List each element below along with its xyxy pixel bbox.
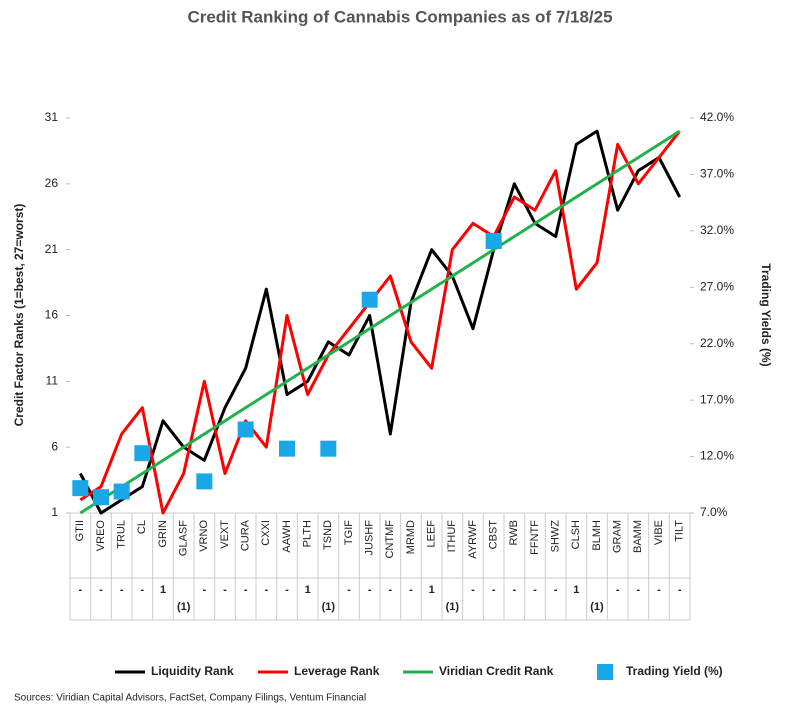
- x-tick-label: CLSH: [570, 520, 582, 549]
- x-tick-label: RWB: [508, 520, 520, 545]
- x-tick-label: PLTH: [302, 520, 314, 547]
- x-tick-label: GRAM: [612, 520, 624, 553]
- y-tick-label: 16: [45, 308, 59, 322]
- series-line: [79, 129, 681, 515]
- y-axis-title: Credit Factor Ranks (1=best, 27=worst): [12, 204, 26, 427]
- rank-change: -: [285, 584, 289, 596]
- series-line: [79, 130, 681, 515]
- x-tick-label: BAMM: [632, 520, 644, 553]
- rank-change: -: [657, 584, 661, 596]
- rank-change: (1): [446, 601, 460, 613]
- x-tick-label: AYRWF: [467, 520, 479, 559]
- x-tick-label: CXXI: [260, 520, 272, 546]
- x-tick-label: CBST: [488, 520, 500, 550]
- x-tick-label: GTII: [74, 520, 86, 541]
- rank-change: (1): [590, 601, 604, 613]
- y-tick-label: 11: [46, 374, 59, 388]
- rank-change: -: [120, 584, 124, 596]
- x-tick-label: VIBE: [653, 520, 665, 545]
- x-tick-label: SHWZ: [550, 520, 562, 553]
- rank-change: -: [140, 584, 144, 596]
- rank-change: 1: [429, 584, 435, 596]
- x-tick-label: VEXT: [219, 520, 231, 549]
- y2-tick-label: 27.0%: [700, 279, 734, 293]
- y-tick-label: 26: [45, 176, 59, 190]
- x-tick-label: ITHUF: [446, 520, 458, 553]
- y-tick-label: 31: [45, 110, 59, 124]
- rank-change: -: [388, 584, 392, 596]
- legend-label: Leverage Rank: [294, 664, 380, 678]
- yield-marker: [196, 473, 213, 490]
- x-tick-label: LEEF: [426, 520, 438, 548]
- x-tick-label: BLMH: [591, 520, 603, 551]
- legend-label: Viridian Credit Rank: [439, 664, 554, 678]
- rank-change: -: [554, 584, 558, 596]
- rank-change: -: [264, 584, 268, 596]
- x-tick-label: TGIF: [343, 520, 355, 545]
- yield-marker: [320, 440, 337, 457]
- x-tick-label: TILT: [674, 520, 686, 542]
- legend-label: Liquidity Rank: [151, 664, 234, 678]
- x-tick-label: TSND: [322, 520, 334, 550]
- rank-change: -: [636, 584, 640, 596]
- x-tick-label: JUSHF: [364, 520, 376, 556]
- rank-change: (1): [322, 601, 336, 613]
- rank-change: -: [244, 584, 248, 596]
- rank-change: -: [347, 584, 351, 596]
- x-tick-label: TRUL: [116, 520, 128, 549]
- rank-change: -: [471, 584, 475, 596]
- x-tick-label: GRIN: [157, 520, 169, 548]
- rank-change: -: [678, 584, 682, 596]
- rank-change: -: [616, 584, 620, 596]
- yield-marker: [134, 445, 151, 462]
- rank-change: -: [533, 584, 537, 596]
- yield-marker: [279, 440, 295, 457]
- rank-change: -: [202, 584, 206, 596]
- x-tick-label: CL: [136, 520, 148, 534]
- rank-change: -: [409, 584, 413, 596]
- rank-change: 1: [573, 584, 579, 596]
- yield-marker: [361, 291, 378, 308]
- rank-change: -: [99, 584, 103, 596]
- y-tick-label: 6: [51, 439, 58, 453]
- y2-tick-label: 42.0%: [700, 110, 734, 124]
- y-tick-label: 21: [45, 242, 59, 256]
- yield-marker: [93, 489, 109, 506]
- x-tick-label: GLASF: [178, 520, 190, 556]
- x-tick-label: CURA: [240, 519, 252, 551]
- yield-marker: [237, 421, 254, 438]
- rank-change: -: [512, 584, 516, 596]
- yield-marker: [113, 483, 130, 500]
- yield-marker: [72, 480, 89, 497]
- chart-title: Credit Ranking of Cannabis Companies as …: [187, 7, 612, 26]
- rank-change: -: [78, 584, 82, 596]
- y2-tick-label: 12.0%: [700, 449, 734, 463]
- y2-axis-title: Trading Yields (%): [759, 263, 773, 366]
- rank-change: -: [492, 584, 496, 596]
- y2-tick-label: 7.0%: [700, 505, 728, 519]
- x-tick-label: FFNTF: [529, 520, 541, 555]
- x-tick-label: VREO: [95, 520, 107, 552]
- x-tick-label: VRNO: [198, 520, 210, 552]
- source-note: Sources: Viridian Capital Advisors, Fact…: [14, 693, 366, 704]
- legend-label: Trading Yield (%): [626, 664, 723, 678]
- rank-change: 1: [160, 584, 166, 596]
- legend-swatch: [597, 664, 613, 680]
- rank-change: 1: [305, 584, 311, 596]
- x-tick-label: CNTMF: [384, 520, 396, 559]
- y2-tick-label: 37.0%: [700, 167, 734, 181]
- y-tick-label: 1: [51, 505, 58, 519]
- y2-tick-label: 32.0%: [700, 223, 734, 237]
- y2-tick-label: 17.0%: [700, 392, 734, 406]
- x-tick-label: MRMD: [405, 520, 417, 554]
- yield-marker: [485, 233, 502, 250]
- rank-change: -: [223, 584, 227, 596]
- series-line: [79, 129, 681, 515]
- rank-change: -: [368, 584, 372, 596]
- y2-tick-label: 22.0%: [700, 336, 734, 350]
- rank-change: (1): [177, 601, 191, 613]
- x-tick-label: AAWH: [281, 520, 293, 553]
